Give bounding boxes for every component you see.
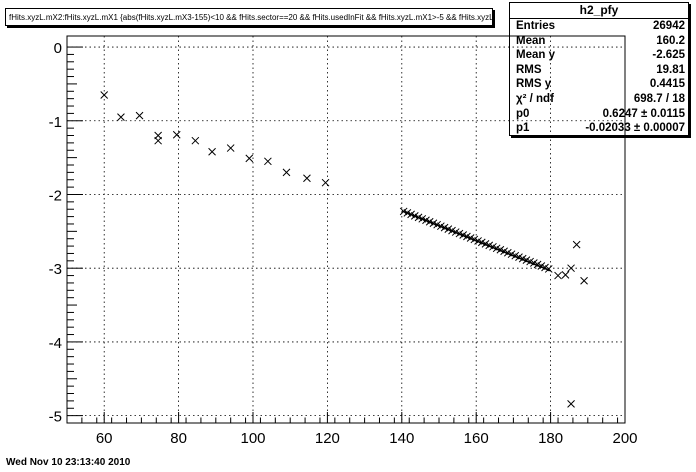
data-point bbox=[554, 271, 562, 280]
data-point bbox=[226, 144, 235, 152]
data-point bbox=[100, 91, 109, 99]
x-tick-label: 200 bbox=[612, 430, 637, 447]
data-point bbox=[117, 113, 125, 121]
plot-title: fHits.xyzL.mX2:fHits.xyzL.mX1 {abs(fHits… bbox=[5, 8, 493, 26]
data-point bbox=[572, 240, 581, 249]
data-point bbox=[172, 130, 181, 139]
x-tick-label: 80 bbox=[170, 430, 187, 447]
data-point bbox=[580, 276, 588, 285]
x-tick-label: 120 bbox=[315, 430, 340, 447]
data-point bbox=[282, 168, 291, 177]
stats-label: χ² / ndf bbox=[516, 92, 554, 105]
stats-title: h2_pfy bbox=[510, 3, 688, 19]
data-point bbox=[264, 157, 272, 166]
x-tick-label: 100 bbox=[240, 430, 265, 447]
data-point bbox=[135, 111, 144, 120]
y-tick-label: 0 bbox=[54, 40, 62, 57]
stats-value: 698.7 / 18 bbox=[633, 92, 685, 105]
y-tick-label: -1 bbox=[49, 114, 62, 131]
stats-row: RMS 19.81 bbox=[510, 63, 688, 78]
stats-value: -2.625 bbox=[652, 49, 685, 62]
stats-row: p0 0.6247 ± 0.0115 bbox=[510, 107, 688, 122]
data-markers bbox=[100, 91, 588, 408]
stats-box: h2_pfy Entries 26942 Mean 160.2 Mean y -2.625… bbox=[509, 2, 689, 136]
stats-value: 26942 bbox=[653, 20, 685, 32]
stats-row: Mean y -2.625 bbox=[510, 48, 688, 63]
stats-label: Mean y bbox=[516, 49, 555, 62]
data-point bbox=[561, 270, 570, 279]
data-point bbox=[208, 147, 216, 156]
grid-lines bbox=[67, 36, 625, 423]
stats-label: p1 bbox=[516, 122, 530, 135]
stats-row: RMS y 0.4415 bbox=[510, 77, 688, 92]
x-tick-label: 60 bbox=[96, 430, 113, 447]
plot-frame bbox=[66, 35, 626, 424]
stats-row: χ² / ndf 698.7 / 18 bbox=[510, 92, 688, 107]
data-point bbox=[303, 174, 311, 183]
data-point bbox=[544, 265, 553, 273]
y-tick-labels: 0 -1 -2 -3 -4 -5 bbox=[49, 40, 62, 426]
x-tick-label: 140 bbox=[389, 430, 414, 447]
stats-row: Entries 26942 bbox=[510, 19, 688, 34]
data-point bbox=[191, 136, 200, 145]
stats-row: p1 -0.02033 ± 0.00007 bbox=[510, 121, 688, 136]
stats-value: 0.4415 bbox=[649, 78, 685, 91]
data-point bbox=[321, 178, 330, 187]
data-point bbox=[567, 399, 575, 408]
x-tick-label: 160 bbox=[464, 430, 489, 447]
stats-label: Entries bbox=[516, 20, 555, 32]
data-point bbox=[567, 264, 575, 273]
stats-value: 0.6247 ± 0.0115 bbox=[602, 107, 685, 120]
stats-label: RMS y bbox=[516, 78, 552, 91]
stats-label: RMS bbox=[516, 63, 542, 76]
stats-value: 19.81 bbox=[656, 63, 685, 76]
stats-row: Mean 160.2 bbox=[510, 34, 688, 49]
stats-value: -0.02033 ± 0.00007 bbox=[585, 122, 685, 135]
stats-label: Mean bbox=[516, 34, 546, 47]
x-tick-label: 180 bbox=[538, 430, 563, 447]
stats-value: 160.2 bbox=[656, 34, 685, 47]
x-tick-labels: 60 80 100 120 140 160 180 200 bbox=[96, 430, 638, 447]
y-tick-label: -4 bbox=[49, 335, 62, 352]
y-tick-label: -3 bbox=[49, 261, 62, 278]
data-point bbox=[154, 136, 162, 145]
y-tick-label: -2 bbox=[49, 187, 62, 204]
y-tick-label: -5 bbox=[49, 409, 62, 426]
axis-ticks bbox=[66, 46, 626, 423]
timestamp: Wed Nov 10 23:13:40 2010 bbox=[6, 457, 131, 468]
stats-rows: Entries 26942 Mean 160.2 Mean y -2.625 RMS 19.8… bbox=[510, 19, 688, 136]
stats-label: p0 bbox=[516, 107, 530, 120]
data-point bbox=[245, 154, 254, 163]
